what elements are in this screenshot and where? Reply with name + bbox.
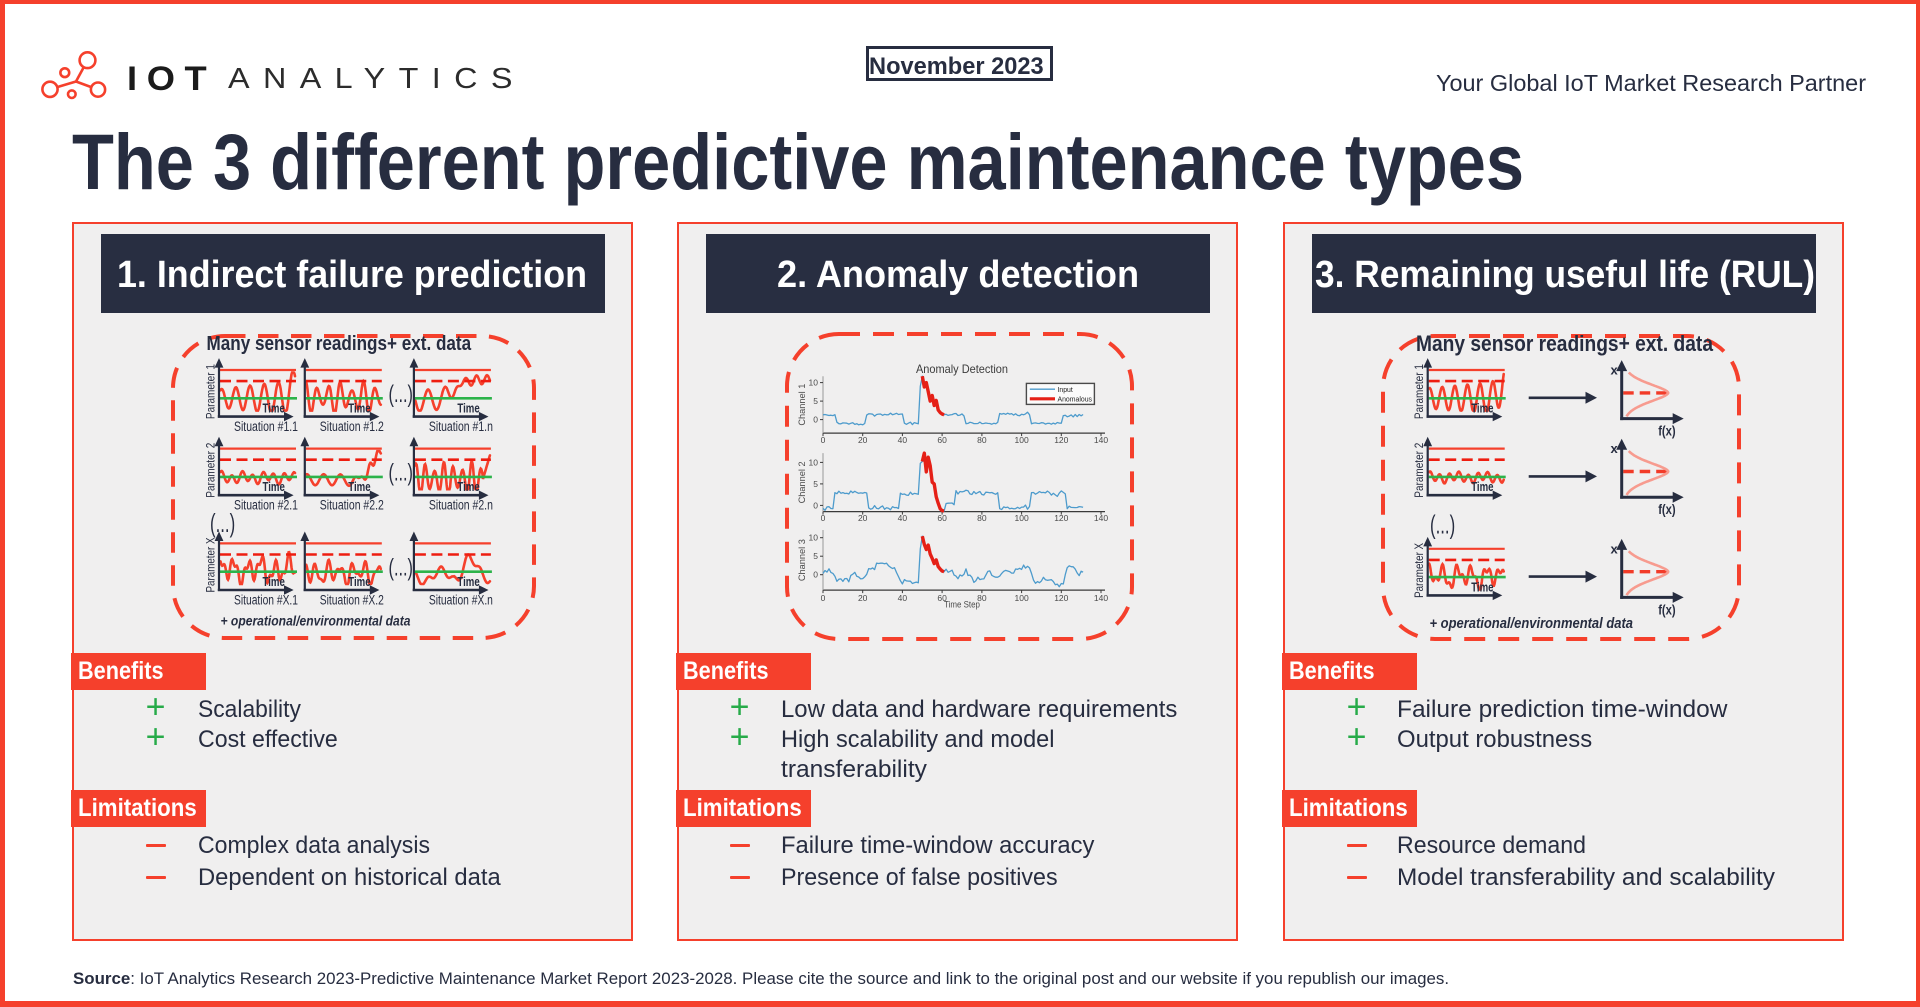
svg-text:Parameter 2: Parameter 2 bbox=[206, 442, 218, 497]
svg-text:80: 80 bbox=[977, 593, 987, 603]
svg-text:(...): (...) bbox=[389, 459, 414, 486]
svg-text:Channel 1: Channel 1 bbox=[797, 383, 807, 425]
svg-text:5: 5 bbox=[813, 551, 818, 561]
svg-text:Time: Time bbox=[263, 574, 285, 589]
svg-text:Time: Time bbox=[348, 479, 370, 494]
svg-text:x: x bbox=[1610, 441, 1618, 456]
svg-text:Time: Time bbox=[457, 574, 479, 589]
svg-text:120: 120 bbox=[1054, 513, 1068, 523]
svg-text:Situation #2.n: Situation #2.n bbox=[429, 497, 493, 512]
svg-text:10: 10 bbox=[809, 457, 819, 467]
svg-text:0: 0 bbox=[813, 414, 818, 424]
svg-text:(...): (...) bbox=[389, 554, 414, 581]
svg-text:Parameter 2: Parameter 2 bbox=[1414, 442, 1426, 497]
svg-text:Parameter 1: Parameter 1 bbox=[1414, 364, 1426, 419]
svg-text:f(x): f(x) bbox=[1658, 422, 1676, 438]
svg-text:140: 140 bbox=[1094, 513, 1108, 523]
svg-text:Situation #2.2: Situation #2.2 bbox=[320, 497, 384, 512]
svg-text:Situation #X.1: Situation #X.1 bbox=[234, 592, 298, 607]
svg-text:Input: Input bbox=[1058, 385, 1074, 394]
svg-text:Situation #2.1: Situation #2.1 bbox=[234, 497, 298, 512]
svg-text:100: 100 bbox=[1015, 435, 1029, 445]
svg-text:Time: Time bbox=[263, 479, 285, 494]
svg-text:10: 10 bbox=[809, 532, 819, 542]
svg-text:f(x): f(x) bbox=[1658, 601, 1676, 617]
svg-text:20: 20 bbox=[858, 513, 868, 523]
svg-text:0: 0 bbox=[813, 569, 818, 579]
svg-text:Situation #X.n: Situation #X.n bbox=[429, 592, 493, 607]
svg-text:0: 0 bbox=[821, 593, 826, 603]
svg-text:10: 10 bbox=[809, 377, 819, 387]
svg-text:Many sensor readings+ ext. dat: Many sensor readings+ ext. data bbox=[1416, 331, 1714, 356]
svg-text:120: 120 bbox=[1054, 435, 1068, 445]
svg-text:0: 0 bbox=[813, 500, 818, 510]
svg-text:0: 0 bbox=[821, 513, 826, 523]
svg-text:Parameter X: Parameter X bbox=[206, 537, 218, 592]
svg-text:120: 120 bbox=[1054, 593, 1068, 603]
svg-text:5: 5 bbox=[813, 396, 818, 406]
svg-text:Time: Time bbox=[1471, 400, 1493, 415]
svg-text:5: 5 bbox=[813, 478, 818, 488]
svg-text:Time: Time bbox=[1471, 479, 1493, 494]
svg-text:x: x bbox=[1610, 362, 1618, 377]
svg-text:Channel 3: Channel 3 bbox=[797, 539, 807, 581]
svg-text:(...): (...) bbox=[389, 381, 414, 408]
svg-text:(...): (...) bbox=[1430, 509, 1455, 539]
svg-text:Parameter 1: Parameter 1 bbox=[206, 364, 218, 419]
svg-text:Situation #1.1: Situation #1.1 bbox=[234, 419, 298, 434]
svg-text:Time: Time bbox=[348, 574, 370, 589]
svg-text:40: 40 bbox=[898, 435, 908, 445]
svg-text:f(x): f(x) bbox=[1658, 501, 1676, 517]
svg-text:60: 60 bbox=[937, 435, 947, 445]
svg-text:Channel 2: Channel 2 bbox=[797, 461, 807, 503]
svg-text:Time: Time bbox=[457, 400, 479, 415]
svg-text:40: 40 bbox=[898, 593, 908, 603]
svg-text:20: 20 bbox=[858, 593, 868, 603]
svg-text:Time: Time bbox=[1471, 579, 1493, 594]
svg-text:Time Step: Time Step bbox=[944, 599, 980, 610]
svg-text:100: 100 bbox=[1015, 513, 1029, 523]
svg-text:Time: Time bbox=[348, 400, 370, 415]
svg-text:Many sensor readings+ ext. dat: Many sensor readings+ ext. data bbox=[207, 332, 472, 355]
svg-text:Time: Time bbox=[263, 400, 285, 415]
svg-text:Situation #1.n: Situation #1.n bbox=[429, 419, 493, 434]
svg-text:x: x bbox=[1610, 541, 1618, 556]
svg-text:+ operational/environmental da: + operational/environmental data bbox=[1430, 615, 1634, 632]
svg-text:Parameter X: Parameter X bbox=[1414, 542, 1426, 597]
svg-text:0: 0 bbox=[821, 435, 826, 445]
svg-text:Anomalous: Anomalous bbox=[1058, 394, 1093, 403]
svg-text:60: 60 bbox=[937, 593, 947, 603]
svg-text:140: 140 bbox=[1094, 593, 1108, 603]
svg-text:(...): (...) bbox=[210, 508, 235, 538]
svg-text:Situation #X.2: Situation #X.2 bbox=[320, 592, 384, 607]
svg-text:Situation #1.2: Situation #1.2 bbox=[320, 419, 384, 434]
svg-text:80: 80 bbox=[977, 435, 987, 445]
svg-text:40: 40 bbox=[898, 513, 908, 523]
svg-text:80: 80 bbox=[977, 513, 987, 523]
svg-text:60: 60 bbox=[937, 513, 947, 523]
svg-text:Anomaly Detection: Anomaly Detection bbox=[916, 362, 1008, 376]
svg-text:100: 100 bbox=[1015, 593, 1029, 603]
svg-text:+ operational/environmental da: + operational/environmental data bbox=[221, 612, 411, 628]
svg-text:20: 20 bbox=[858, 435, 868, 445]
svg-text:Time: Time bbox=[457, 479, 479, 494]
svg-text:140: 140 bbox=[1094, 435, 1108, 445]
